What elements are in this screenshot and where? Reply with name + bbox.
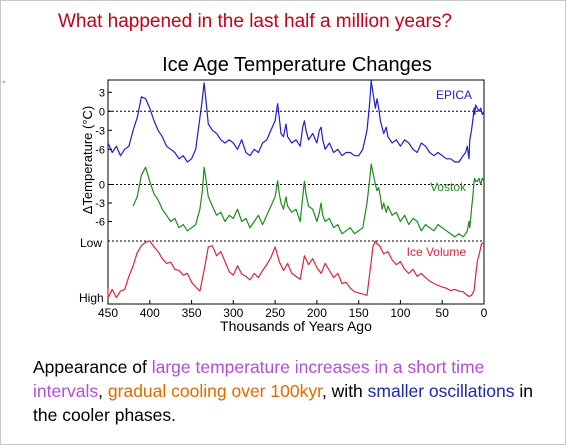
y-tick-label-vostok: 0: [99, 180, 105, 192]
x-tick-label: 350: [182, 306, 202, 320]
ice-volume-low-label: Low: [80, 236, 102, 250]
cursor-icon: ◦: [2, 77, 6, 88]
y-axis-label: ΔTemperature (°C): [80, 106, 95, 215]
y-tick-label-epica: 0: [99, 106, 105, 118]
panel-label-ice-volume: Ice Volume: [407, 245, 467, 259]
x-tick-label: 250: [265, 306, 285, 320]
y-tick-label-vostok: -6: [95, 217, 105, 229]
panel-label-epica: EPICA: [436, 88, 472, 102]
x-tick-label: 150: [349, 306, 369, 320]
y-tick-label-epica: -3: [95, 125, 105, 137]
series-line-vostok: [132, 163, 485, 238]
x-tick-label: 100: [390, 306, 410, 320]
caption-text-3: , with: [321, 381, 368, 401]
caption-highlight-increases: large temperature increases in a short t…: [33, 357, 485, 401]
slide-caption: Appearance of large temperature increase…: [33, 355, 558, 427]
caption-highlight-cooling: gradual cooling over 100kyr: [107, 381, 322, 401]
slide-heading: What happened in the last half a million…: [58, 11, 452, 32]
ice-age-chart: Ice Age Temperature Changes 3 0 -3 -6 0 -3 -6 4…: [79, 54, 488, 334]
x-axis-label: Thousands of Years Ago: [220, 318, 372, 334]
x-tick-label: 200: [307, 306, 327, 320]
chart-title: Ice Age Temperature Changes: [162, 54, 432, 76]
caption-highlight-oscillations: smaller oscillations: [367, 381, 515, 401]
panel-label-vostok: Vostok: [430, 180, 467, 194]
ice-volume-high-label: High: [79, 291, 104, 305]
y-tick-label-epica: 3: [99, 87, 105, 99]
y-tick-label-epica: -6: [95, 144, 105, 156]
x-tick-label: 0: [481, 306, 488, 320]
x-tick-label: 400: [140, 306, 160, 320]
x-tick-label: 300: [223, 306, 243, 320]
x-tick-label: 450: [98, 306, 118, 320]
series-line-epica: [107, 80, 485, 163]
series-line-ice-volume: [107, 240, 485, 299]
caption-text-1: Appearance of: [33, 357, 152, 377]
caption-text-4: in the cooler phases.: [33, 381, 533, 425]
caption-text-2: ,: [98, 381, 108, 401]
plot-frame: [107, 79, 485, 305]
y-tick-label-vostok: -3: [95, 198, 105, 210]
x-tick-label: 50: [436, 306, 450, 320]
